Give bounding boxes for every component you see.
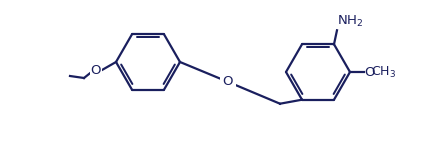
Text: NH$_2$: NH$_2$ <box>337 14 363 29</box>
Text: O: O <box>91 63 101 76</box>
Text: O: O <box>364 66 374 78</box>
Text: CH$_3$: CH$_3$ <box>371 64 396 80</box>
Text: O: O <box>223 75 233 88</box>
